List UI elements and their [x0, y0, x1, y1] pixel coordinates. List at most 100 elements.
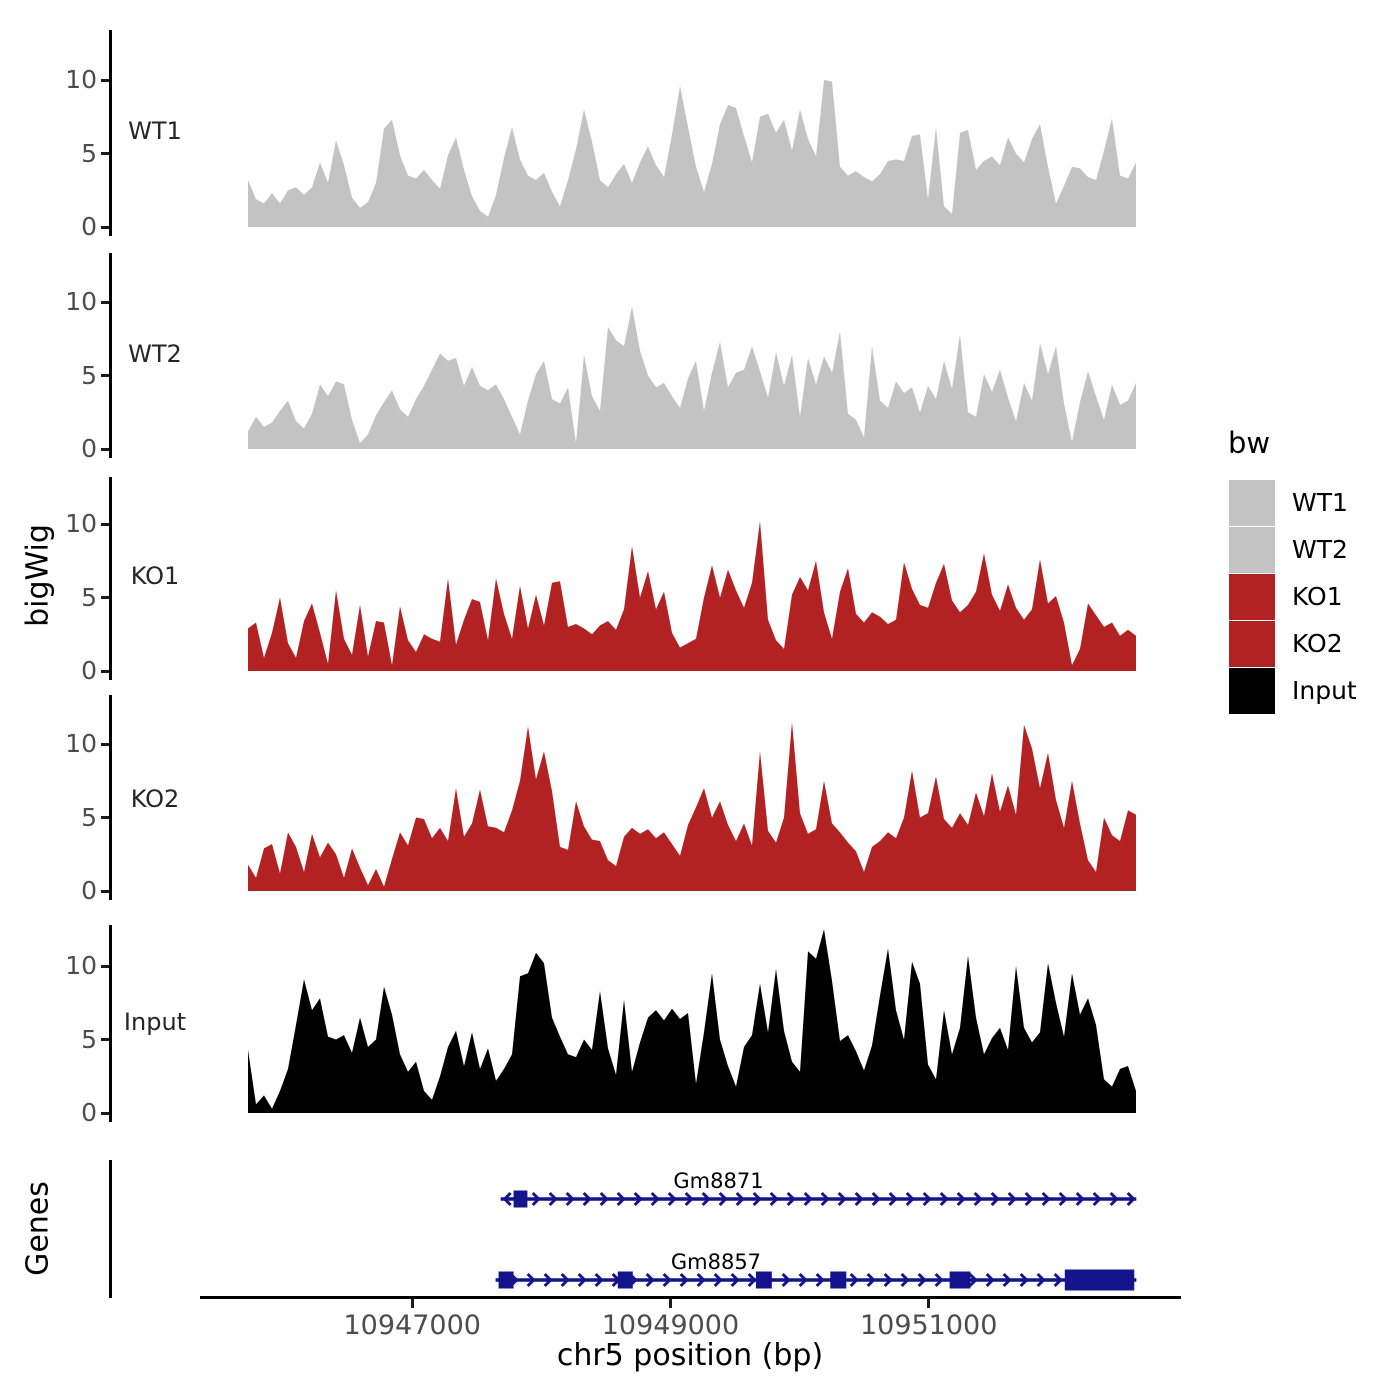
genes-track: Gm8871 Gm8857 [495, 1169, 1137, 1291]
gene-exon [1064, 1269, 1135, 1291]
legend-key-wt2 [1229, 527, 1275, 573]
gene-name-label: Gm8857 [671, 1250, 761, 1274]
legend-key-wt1 [1229, 480, 1275, 526]
y-tick-label: 5 [81, 802, 97, 832]
legend-label-ko2: KO2 [1292, 629, 1343, 658]
legend-label-wt2: WT2 [1292, 535, 1348, 564]
strand-arrow-icon [616, 1191, 626, 1207]
strand-arrow-icon [735, 1191, 745, 1207]
y-axis-line [109, 925, 112, 1122]
strand-arrow-icon [747, 1272, 757, 1288]
y-tick-label: 10 [65, 65, 97, 94]
strand-arrow-icon [730, 1272, 740, 1288]
strand-arrow-icon [939, 1191, 949, 1207]
y-tick [101, 152, 109, 155]
y-tick [101, 522, 109, 526]
y-tick-label: 0 [81, 1098, 97, 1127]
y-tick-label: 10 [65, 287, 97, 316]
gene-name-label: Gm8871 [673, 1169, 763, 1193]
strand-arrow-icon [684, 1191, 694, 1207]
track-label-wt1: WT1 [128, 117, 182, 145]
gene-exon [830, 1271, 847, 1289]
strand-arrow-icon [815, 1272, 825, 1288]
strand-arrow-icon [922, 1191, 932, 1207]
y-axis-line [109, 695, 112, 900]
strand-arrow-icon [900, 1272, 910, 1288]
strand-arrow-icon [1041, 1191, 1051, 1207]
strand-arrow-icon [696, 1272, 706, 1288]
strand-arrow-icon [565, 1191, 575, 1207]
y-tick-label: 5 [81, 138, 97, 168]
strand-arrow-icon [701, 1191, 711, 1207]
strand-arrow-icon [752, 1191, 762, 1207]
strand-arrow-icon [820, 1191, 830, 1207]
strand-arrow-icon [1053, 1272, 1063, 1288]
strand-arrow-icon [917, 1272, 927, 1288]
y-tick-label: 0 [81, 434, 97, 463]
legend-key-ko1 [1229, 574, 1275, 620]
y-tick [101, 889, 109, 893]
strand-arrow-icon [662, 1272, 672, 1288]
strand-arrow-icon [577, 1272, 587, 1288]
track-label-wt2: WT2 [128, 340, 182, 368]
strand-arrow-icon [798, 1272, 808, 1288]
track-label-ko1: KO1 [130, 562, 180, 590]
gene-exon [949, 1271, 971, 1289]
strand-arrow-icon [905, 1191, 915, 1207]
legend-label-ko1: KO1 [1292, 582, 1343, 611]
strand-arrow-icon [1058, 1191, 1068, 1207]
y-tick [101, 816, 109, 819]
y-tick-label: 0 [81, 212, 97, 241]
x-tick-label: 10947000 [343, 1310, 481, 1341]
y-tick [101, 374, 109, 377]
strand-arrow-icon [956, 1191, 966, 1207]
strand-arrow-icon [769, 1191, 779, 1207]
y-tick-label: 10 [65, 729, 97, 758]
strand-arrow-icon [650, 1191, 660, 1207]
legend-title: bw [1228, 426, 1271, 460]
strand-arrow-icon [526, 1272, 536, 1288]
strand-arrow-icon [560, 1272, 570, 1288]
legend-label-input: Input [1292, 676, 1357, 705]
strand-arrow-icon [866, 1272, 876, 1288]
y-tick [101, 964, 109, 968]
x-tick [927, 1299, 931, 1308]
x-tick [410, 1299, 414, 1308]
strand-arrow-icon [849, 1272, 859, 1288]
strand-arrow-icon [645, 1272, 655, 1288]
strand-arrow-icon [883, 1272, 893, 1288]
strand-arrow-icon [502, 1191, 512, 1207]
y-tick [101, 742, 109, 746]
strand-arrow-icon [667, 1191, 677, 1207]
y-axis-group-label-bigwig: bigWig [20, 524, 56, 627]
y-tick-label: 5 [81, 582, 97, 612]
strand-arrow-icon [582, 1191, 592, 1207]
strand-arrow-icon [1109, 1191, 1119, 1207]
y-tick [101, 225, 109, 229]
y-axis-group-label-genes: Genes [20, 1181, 56, 1276]
x-axis-line [200, 1296, 1181, 1299]
strand-arrow-icon [1126, 1191, 1136, 1207]
genes-y-axis-line [109, 1160, 112, 1298]
gene-exon [617, 1271, 633, 1289]
y-tick [101, 300, 109, 304]
gene-exon [513, 1190, 528, 1208]
strand-arrow-icon [531, 1191, 541, 1207]
y-axis-line [109, 30, 112, 236]
track-label-input: Input [123, 1008, 187, 1036]
strand-arrow-icon [718, 1191, 728, 1207]
y-tick-label: 10 [65, 951, 97, 980]
y-tick-label: 10 [65, 509, 97, 538]
y-tick-label: 5 [81, 360, 97, 390]
strand-arrow-icon [973, 1191, 983, 1207]
strand-arrow-icon [934, 1272, 944, 1288]
legend-key-ko2 [1229, 621, 1275, 667]
strand-arrow-icon [990, 1191, 1000, 1207]
strand-arrow-icon [599, 1191, 609, 1207]
gene-exon [755, 1271, 772, 1289]
strand-arrow-icon [837, 1191, 847, 1207]
strand-arrow-icon [1002, 1272, 1012, 1288]
coverage-area-wt1 [248, 80, 1136, 227]
track-label-ko2: KO2 [130, 785, 180, 813]
